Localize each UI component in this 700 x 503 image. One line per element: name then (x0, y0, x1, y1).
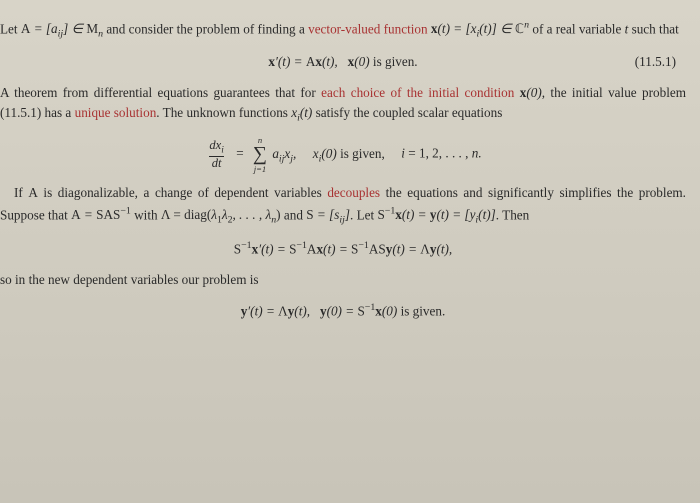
cond: xi(0) is given, (313, 146, 385, 161)
math-A: A = [aij] ∈ Mn (21, 21, 103, 36)
paragraph-4: so in the new dependent variables our pr… (0, 270, 686, 290)
eq-body: y′(t) = Λy(t), y(0) = S−1x(0) is given. (241, 300, 446, 322)
text-highlight: unique solution (75, 105, 157, 120)
sigma-icon: ∑ (253, 145, 267, 165)
text: is diagonalizable, a change of dependent… (38, 185, 327, 200)
eq-body: dxi dt = n ∑ j=1 aijxj, xi(0) is given, … (204, 136, 481, 173)
text: A theorem from differential equations gu… (0, 85, 321, 100)
math-def: S−1x(t) = y(t) = [yi(t)] (377, 207, 495, 222)
text: If (14, 185, 28, 200)
equation-decoupled: y′(t) = Λy(t), y(0) = S−1x(0) is given. (0, 300, 686, 322)
eq-body: x′(t) = Ax(t), x(0) is given. (268, 52, 417, 72)
text: and consider the problem of finding a (103, 21, 308, 36)
math-S: S = [sij] (306, 207, 350, 222)
denominator: dt (209, 156, 225, 171)
fraction: dxi dt (206, 139, 226, 171)
text: . Let (350, 207, 377, 222)
equation-transform: S−1x′(t) = S−1Ax(t) = S−1ASy(t) = Λy(t), (0, 238, 686, 260)
paragraph-3: If A is diagonalizable, a change of depe… (0, 183, 686, 228)
text: and (284, 207, 306, 222)
numerator: dxi (206, 139, 226, 156)
math-x0: x(0) (520, 85, 542, 100)
text: with (131, 207, 161, 222)
text: Let (0, 21, 21, 36)
text: . Then (496, 207, 529, 222)
math-xi: xi(t) (291, 105, 312, 120)
sum-term: aijxj, (272, 146, 296, 161)
text: satisfy the coupled scalar equations (312, 105, 502, 120)
text: such that (628, 21, 679, 36)
math-lambda: Λ = diag(λ1λ2, . . . , λn) (161, 207, 281, 222)
paragraph-2: A theorem from differential equations gu… (0, 83, 686, 126)
eq-number: (11.5.1) (635, 52, 676, 72)
paragraph-1: Let A = [aij] ∈ Mn and consider the prob… (0, 18, 686, 42)
text: of a real variable (532, 21, 624, 36)
text-highlight: each choice of the initial condition (321, 85, 514, 100)
sum-lower: j=1 (254, 165, 266, 174)
equation-coupled: dxi dt = n ∑ j=1 aijxj, xi(0) is given, … (0, 136, 686, 173)
math-A: A (28, 185, 38, 200)
equation-11-5-1: x′(t) = Ax(t), x(0) is given. (11.5.1) (0, 52, 686, 72)
math-SAS: A = SAS−1 (71, 207, 131, 222)
range: i = 1, 2, . . . , n. (401, 146, 481, 161)
eq-body: S−1x′(t) = S−1Ax(t) = S−1ASy(t) = Λy(t), (234, 238, 452, 260)
summation: n ∑ j=1 (253, 136, 267, 173)
math-xt: x(t) = [xi(t)] ∈ ℂn (431, 21, 532, 36)
text: . The unknown functions (156, 105, 291, 120)
page-content: Let A = [aij] ∈ Mn and consider the prob… (0, 0, 700, 344)
text-highlight: decouples (327, 185, 380, 200)
text-highlight: vector-valued function (308, 21, 427, 36)
